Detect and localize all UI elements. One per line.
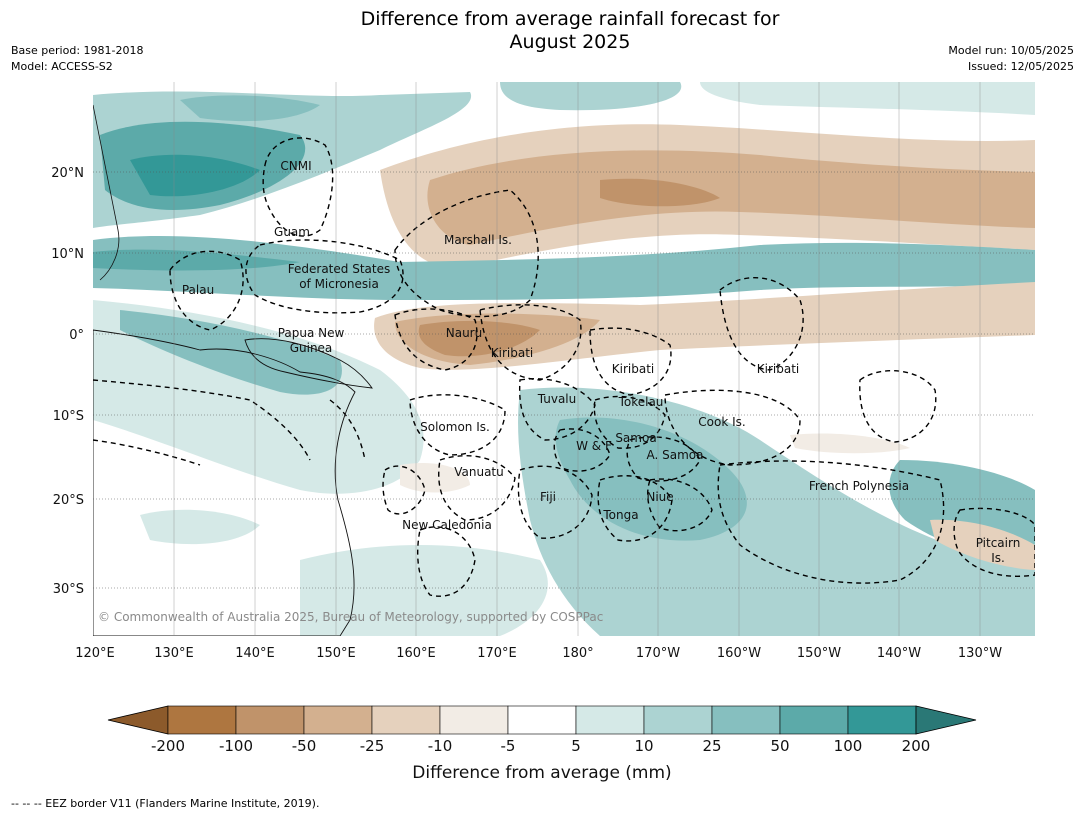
colorbar-extend-high [915, 705, 977, 735]
label-wallis-futuna: W & F [576, 439, 612, 453]
label-png-line2: Guinea [290, 341, 333, 355]
colorbar-swatch [711, 705, 781, 735]
colorbar-swatch [303, 705, 373, 735]
graticule [93, 82, 1035, 636]
label-samoa: Samoa [615, 431, 656, 445]
label-new-caledonia: New Caledonia [402, 518, 492, 532]
anomaly-field [93, 82, 1035, 636]
colorbar-extend-low [107, 705, 169, 735]
colorbar-swatch [235, 705, 305, 735]
lon-tick-170w: 170°W [636, 646, 680, 661]
colorbar: -200 -100 -50 -25 -10 -5 5 10 25 50 100 200 [107, 705, 977, 755]
label-american-samoa: A. Samoa [647, 448, 704, 462]
lon-tick-130w: 130°W [958, 646, 1002, 661]
label-tokelau: Tokelau [618, 395, 664, 409]
lon-tick-160e: 160°E [396, 646, 436, 661]
longitude-ticks: 120°E 130°E 140°E 150°E 160°E 170°E 180°… [75, 646, 1002, 661]
colorbar-label: Difference from average (mm) [412, 763, 671, 783]
colorbar-swatch [575, 705, 645, 735]
label-kiribati-east: Kiribati [757, 362, 799, 376]
colorbar-tick-label: 10 [634, 737, 653, 755]
label-vanuatu: Vanuatu [454, 465, 504, 479]
lon-tick-160w: 160°W [717, 646, 761, 661]
label-guam: Guam [274, 225, 310, 239]
label-cook-islands: Cook Is. [698, 415, 745, 429]
model-run: Model run: 10/05/2025 [948, 44, 1074, 57]
colorbar-tick-label: -200 [151, 737, 185, 755]
label-fsm-line1: Federated States [288, 262, 390, 276]
label-marshall-islands: Marshall Is. [444, 233, 512, 247]
lon-tick-120e: 120°E [75, 646, 115, 661]
colorbar-tick-label: -25 [360, 737, 385, 755]
model-name: Model: ACCESS-S2 [11, 60, 113, 73]
label-png-line1: Papua New [278, 326, 345, 340]
base-period: Base period: 1981-2018 [11, 44, 144, 57]
label-nauru: Nauru [446, 326, 482, 340]
label-tonga: Tonga [602, 508, 638, 522]
label-kiribati-west: Kiribati [491, 346, 533, 360]
label-palau: Palau [182, 283, 214, 297]
colorbar-swatch [439, 705, 509, 735]
latitude-ticks: 20°N 10°N 0° 10°S 20°S 30°S [51, 166, 84, 597]
colorbar-tick-label: -5 [501, 737, 516, 755]
run-info: Model run: 10/05/2025 Issued: 12/05/2025 [948, 43, 1074, 75]
lon-tick-140e: 140°E [235, 646, 275, 661]
colorbar-tick-label: 5 [571, 737, 581, 755]
colorbar-tick-label: -50 [292, 737, 317, 755]
issued-date: Issued: 12/05/2025 [967, 60, 1074, 73]
lon-tick-150e: 150°E [316, 646, 356, 661]
colorbar-tick-label: 200 [902, 737, 931, 755]
colorbar-tick-label: 50 [770, 737, 789, 755]
eez-legend: -- -- -- EEZ border V11 (Flanders Marine… [11, 797, 320, 810]
label-pitcairn-line2: Is. [991, 551, 1005, 565]
lon-tick-150w: 150°W [797, 646, 841, 661]
colorbar-swatch [847, 705, 917, 735]
colorbar-tick-label: 25 [702, 737, 721, 755]
colorbar-swatch [643, 705, 713, 735]
copyright-notice: © Commonwealth of Australia 2025, Bureau… [98, 610, 603, 624]
lat-tick-10s: 10°S [53, 409, 84, 424]
chart-title: Difference from average rainfall forecas… [270, 8, 870, 54]
colorbar-swatch [167, 705, 237, 735]
lat-tick-20s: 20°S [53, 493, 84, 508]
title-line-2: August 2025 [509, 31, 631, 53]
lat-tick-10n: 10°N [51, 247, 84, 262]
label-pitcairn-line1: Pitcairn [976, 536, 1021, 550]
label-niue: Niue [646, 490, 673, 504]
lat-tick-0: 0° [69, 328, 84, 343]
colorbar-swatch [371, 705, 441, 735]
colorbar-tick-label: 100 [834, 737, 863, 755]
label-french-polynesia: French Polynesia [809, 479, 909, 493]
colorbar-tick-label: -100 [219, 737, 253, 755]
title-line-1: Difference from average rainfall forecas… [360, 8, 780, 30]
label-cnmi: CNMI [280, 159, 311, 173]
lat-tick-30s: 30°S [53, 582, 84, 597]
colorbar-tick-label: -10 [428, 737, 453, 755]
colorbar-swatch [507, 705, 577, 735]
model-info: Base period: 1981-2018 Model: ACCESS-S2 [11, 43, 143, 75]
colorbar-swatch [779, 705, 849, 735]
label-fsm-line2: of Micronesia [299, 277, 379, 291]
label-tuvalu: Tuvalu [537, 392, 577, 406]
lon-tick-170e: 170°E [477, 646, 517, 661]
lon-tick-180: 180° [562, 646, 593, 661]
label-solomon-islands: Solomon Is. [420, 420, 490, 434]
lon-tick-140w: 140°W [877, 646, 921, 661]
label-kiribati-central: Kiribati [612, 362, 654, 376]
lat-tick-20n: 20°N [51, 166, 84, 181]
region-labels: CNMI Guam Marshall Is. Federated States … [182, 159, 1020, 565]
lon-tick-130e: 130°E [154, 646, 194, 661]
label-fiji: Fiji [540, 490, 556, 504]
